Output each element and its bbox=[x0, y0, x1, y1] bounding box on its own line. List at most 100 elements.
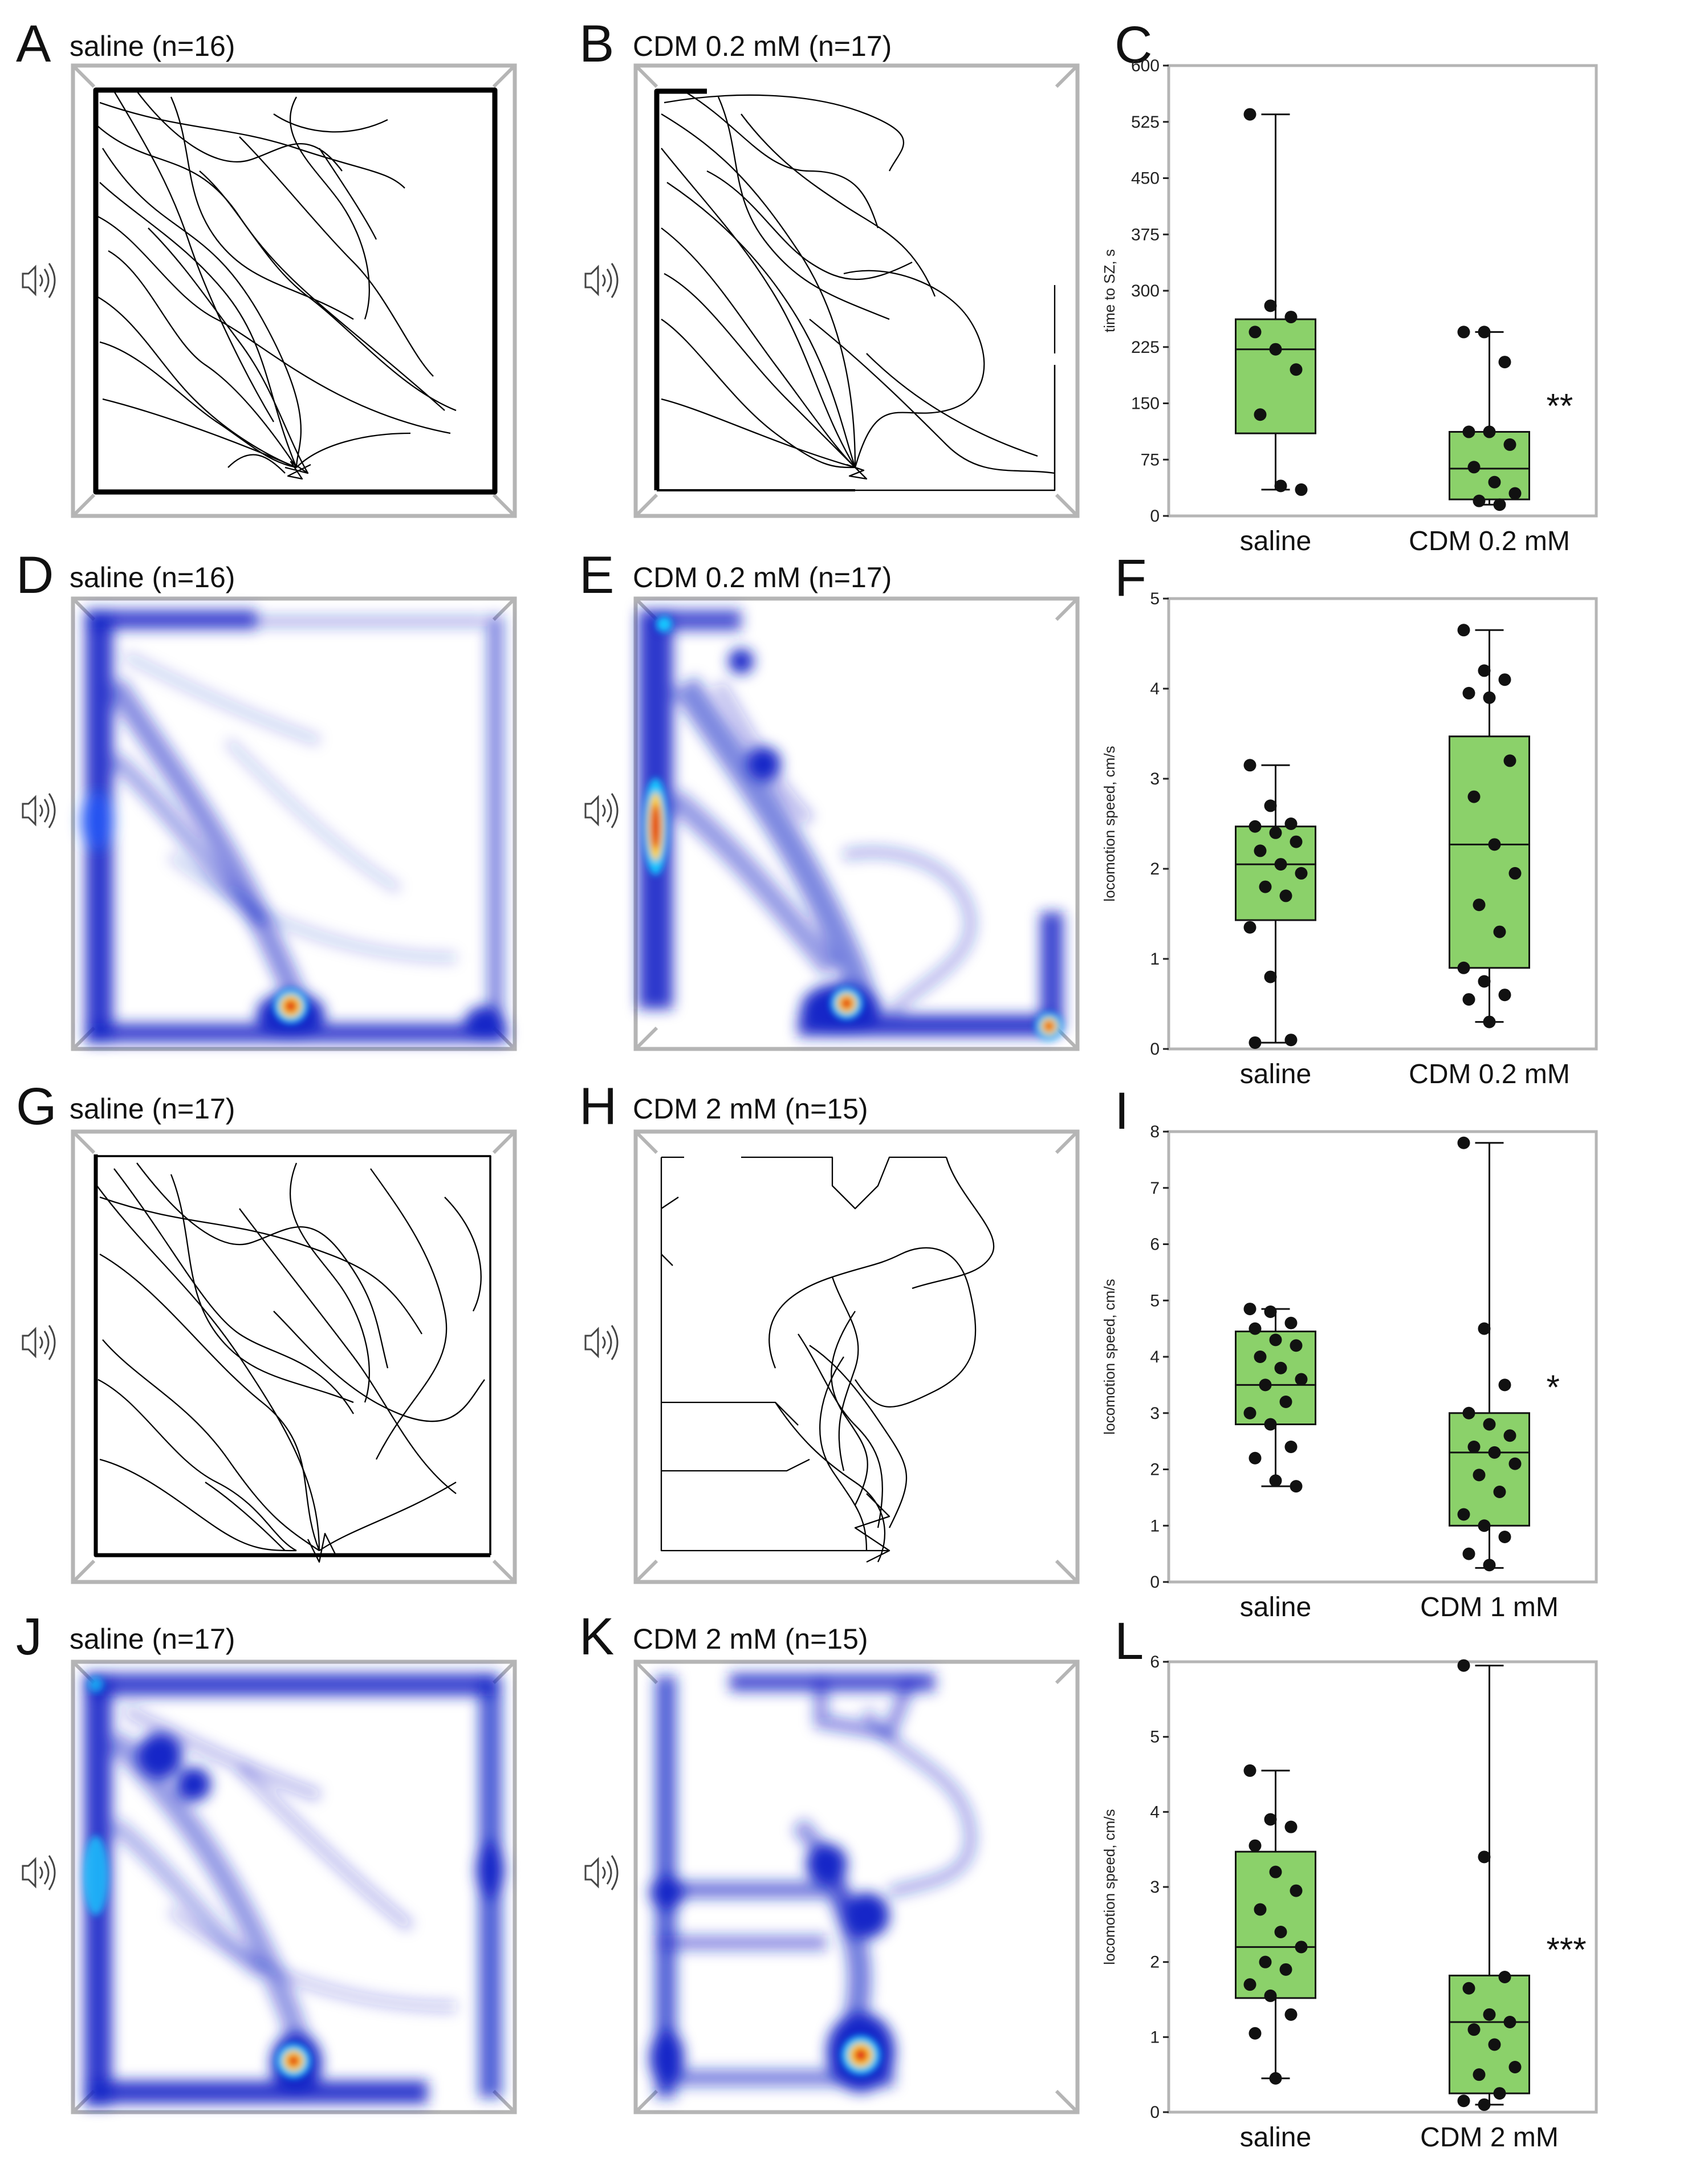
data-point bbox=[1295, 1373, 1308, 1386]
data-point bbox=[1493, 1486, 1506, 1498]
data-point bbox=[1259, 880, 1272, 893]
data-point bbox=[1467, 2023, 1481, 2036]
data-point bbox=[1508, 867, 1522, 880]
data-point bbox=[1264, 1813, 1277, 1826]
data-point bbox=[1467, 1441, 1481, 1453]
data-point bbox=[1508, 2061, 1522, 2073]
data-point bbox=[1243, 759, 1256, 772]
panel-E: E CDM 0.2 mM (n=17) bbox=[579, 546, 1080, 1051]
data-point bbox=[1249, 1839, 1262, 1852]
y-axis-label: locomotion speed, cm/s bbox=[1101, 1279, 1118, 1434]
speaker-icon bbox=[584, 792, 619, 829]
speaker-icon bbox=[584, 262, 619, 299]
data-point bbox=[1264, 299, 1277, 312]
y-tick-label: 4 bbox=[1150, 1348, 1160, 1366]
data-point bbox=[1254, 844, 1267, 857]
box bbox=[1449, 735, 1530, 969]
category-label: saline bbox=[1240, 526, 1311, 556]
data-point bbox=[1483, 1015, 1496, 1028]
data-point bbox=[1284, 311, 1298, 324]
heatmap-hotspot bbox=[643, 616, 1063, 1040]
y-tick-label: 300 bbox=[1131, 282, 1160, 300]
data-point bbox=[1249, 1322, 1262, 1335]
data-point bbox=[1269, 343, 1282, 356]
data-point bbox=[1498, 1378, 1511, 1392]
data-point bbox=[1295, 867, 1308, 880]
category-label: saline bbox=[1240, 1059, 1311, 1089]
data-point bbox=[1457, 1659, 1470, 1672]
data-point bbox=[1493, 2087, 1506, 2100]
y-tick-label: 2 bbox=[1150, 1461, 1160, 1479]
data-point bbox=[1473, 494, 1486, 507]
y-tick-label: 0 bbox=[1150, 2103, 1160, 2122]
data-point bbox=[1498, 1531, 1511, 1543]
data-point bbox=[1498, 1971, 1511, 1983]
y-tick-label: 525 bbox=[1131, 113, 1160, 132]
data-point bbox=[1279, 1963, 1292, 1976]
y-tick-label: 4 bbox=[1150, 680, 1160, 698]
y-tick-label: 600 bbox=[1131, 56, 1160, 75]
data-point bbox=[1483, 691, 1496, 704]
data-point bbox=[1249, 1036, 1262, 1049]
arena-frame bbox=[633, 63, 1080, 518]
data-point bbox=[1457, 1508, 1470, 1521]
data-point bbox=[1457, 326, 1470, 339]
category-label: CDM 0.2 mM bbox=[1409, 1059, 1570, 1089]
data-point bbox=[1493, 498, 1506, 511]
data-point bbox=[1483, 2008, 1496, 2021]
data-point bbox=[1274, 858, 1287, 871]
y-tick-label: 0 bbox=[1150, 507, 1160, 526]
data-point bbox=[1264, 1989, 1277, 2002]
y-tick-label: 5 bbox=[1150, 589, 1160, 608]
data-point bbox=[1284, 1316, 1298, 1329]
data-point bbox=[1462, 1547, 1475, 1560]
panel-J: J saline (n=17) bbox=[16, 1608, 517, 2114]
data-point bbox=[1290, 363, 1303, 376]
data-point bbox=[1259, 1955, 1272, 1968]
data-point bbox=[1462, 686, 1475, 699]
panel-letter: G bbox=[16, 1077, 57, 1136]
panel-title: CDM 2 mM (n=15) bbox=[633, 1093, 868, 1125]
panel-title: saline (n=17) bbox=[70, 1623, 235, 1655]
data-point bbox=[1503, 1429, 1516, 1442]
data-point bbox=[1498, 989, 1511, 1002]
data-point bbox=[1295, 1941, 1308, 1954]
data-point bbox=[1284, 2008, 1298, 2021]
data-point bbox=[1508, 487, 1522, 500]
panel-title: CDM 0.2 mM (n=17) bbox=[633, 30, 892, 62]
panel-H: H CDM 2 mM (n=15) bbox=[579, 1077, 1080, 1584]
plot-frame bbox=[1167, 597, 1598, 1051]
data-point bbox=[1290, 1339, 1303, 1352]
data-point bbox=[1478, 1322, 1491, 1335]
heatmap-hotspot bbox=[83, 1677, 311, 2078]
data-point bbox=[1462, 425, 1475, 438]
data-point bbox=[1269, 1865, 1282, 1878]
panel-letter: D bbox=[16, 546, 54, 604]
data-point bbox=[1290, 835, 1303, 848]
y-tick-label: 3 bbox=[1150, 1878, 1160, 1897]
data-point bbox=[1264, 970, 1277, 983]
panel-letter: K bbox=[579, 1608, 614, 1666]
category-label: CDM 0.2 mM bbox=[1409, 526, 1570, 556]
y-tick-label: 1 bbox=[1150, 2028, 1160, 2047]
panel-letter: I bbox=[1115, 1082, 1129, 1140]
data-point bbox=[1290, 1884, 1303, 1897]
significance-marker: *** bbox=[1547, 1930, 1587, 1968]
trajectory-traces bbox=[93, 87, 498, 495]
y-tick-label: 6 bbox=[1150, 1235, 1160, 1254]
trajectory-traces bbox=[93, 1154, 491, 1563]
data-point bbox=[1243, 1303, 1256, 1316]
data-point bbox=[1249, 1451, 1262, 1465]
panel-letter: A bbox=[16, 15, 51, 73]
panel-title: saline (n=16) bbox=[70, 30, 235, 62]
arena-frame bbox=[633, 1129, 1080, 1584]
data-point bbox=[1478, 2098, 1491, 2111]
y-tick-label: 8 bbox=[1150, 1122, 1160, 1141]
data-point bbox=[1274, 1361, 1287, 1374]
plot-frame bbox=[1167, 64, 1598, 518]
data-point bbox=[1274, 479, 1287, 493]
data-point bbox=[1254, 1903, 1267, 1916]
panel-letter: H bbox=[579, 1077, 617, 1136]
y-tick-label: 3 bbox=[1150, 770, 1160, 788]
data-point bbox=[1264, 799, 1277, 812]
